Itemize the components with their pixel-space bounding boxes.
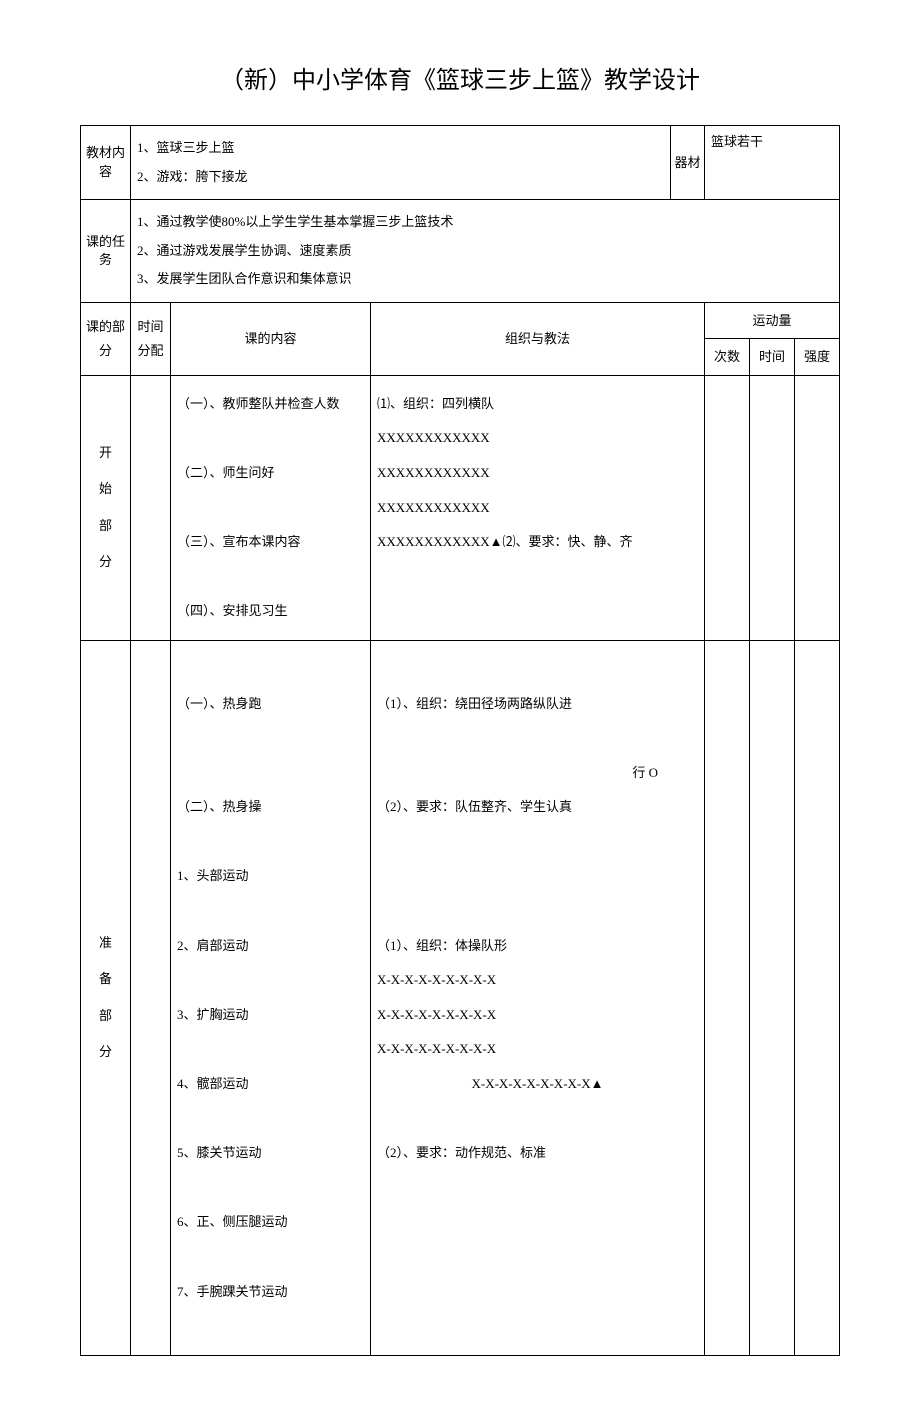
- start-m2: XXXXXXXXXXXX: [377, 424, 698, 453]
- prep-c8: 6、正、侧压腿运动: [177, 1208, 364, 1237]
- start-c3: （三）、宣布本课内容: [177, 528, 364, 557]
- prep-m6: X-X-X-X-X-X-X-X-X: [377, 1035, 698, 1064]
- prep-m5: X-X-X-X-X-X-X-X-X: [377, 1001, 698, 1030]
- material-content: 1、篮球三步上篮 2、游戏：胯下接龙: [131, 126, 671, 200]
- material-line1: 1、篮球三步上篮: [137, 134, 664, 163]
- start-c4: （四）、安排见习生: [177, 597, 364, 626]
- prep-m3: （1）、组织：体操队形: [377, 932, 698, 961]
- prep-m2: （2）、要求：队伍整齐、学生认真: [377, 793, 698, 822]
- prep-time: [131, 640, 171, 1355]
- lesson-plan-table: 教材内容 1、篮球三步上篮 2、游戏：胯下接龙 器材 篮球若干 课的任务 1、通…: [80, 125, 840, 1356]
- start-count: [705, 375, 750, 640]
- task-content: 1、通过教学使80%以上学生学生基本掌握三步上篮技术 2、通过游戏发展学生协调、…: [131, 200, 840, 303]
- material-label: 教材内容: [81, 126, 131, 200]
- prep-c1: （一）、热身跑: [177, 690, 364, 719]
- prep-section-label: 准 备 部 分: [81, 640, 131, 1355]
- equipment-content: 篮球若干: [705, 126, 840, 200]
- prep-m8: （2）、要求：动作规范、标准: [377, 1139, 698, 1168]
- prep-c9: 7、手腕踝关节运动: [177, 1278, 364, 1307]
- prep-m1: （1）、组织：绕田径场两路纵队进: [377, 690, 698, 719]
- start-content: （一）、教师整队并检查人数 （二）、师生问好 （三）、宣布本课内容 （四）、安排…: [171, 375, 371, 640]
- start-section-label: 开 始 部 分: [81, 375, 131, 640]
- start-duration: [750, 375, 795, 640]
- start-intensity: [795, 375, 840, 640]
- task-label: 课的任务: [81, 200, 131, 303]
- start-time: [131, 375, 171, 640]
- start-c1: （一）、教师整队并检查人数: [177, 390, 364, 419]
- header-section: 课的部分: [81, 302, 131, 375]
- task-line1: 1、通过教学使80%以上学生学生基本掌握三步上篮技术: [137, 208, 833, 237]
- start-m1: ⑴、组织：四列横队: [377, 390, 698, 419]
- prep-c5: 3、扩胸运动: [177, 1001, 364, 1030]
- prep-duration: [750, 640, 795, 1355]
- header-method: 组织与教法: [371, 302, 705, 375]
- header-time: 时间分配: [131, 302, 171, 375]
- start-c2: （二）、师生问好: [177, 459, 364, 488]
- header-exercise: 运动量: [705, 302, 840, 338]
- prep-intensity: [795, 640, 840, 1355]
- header-duration: 时间: [750, 339, 795, 375]
- header-intensity: 强度: [795, 339, 840, 375]
- equipment-label: 器材: [671, 126, 705, 200]
- prep-count: [705, 640, 750, 1355]
- start-method: ⑴、组织：四列横队 XXXXXXXXXXXX XXXXXXXXXXXX XXXX…: [371, 375, 705, 640]
- prep-c4: 2、肩部运动: [177, 932, 364, 961]
- header-content: 课的内容: [171, 302, 371, 375]
- prep-content: （一）、热身跑 （二）、热身操 1、头部运动 2、肩部运动 3、扩胸运动 4、髋…: [171, 640, 371, 1355]
- prep-method: （1）、组织：绕田径场两路纵队进 行 O （2）、要求：队伍整齐、学生认真 （1…: [371, 640, 705, 1355]
- prep-c2: （二）、热身操: [177, 793, 364, 822]
- prep-c3: 1、头部运动: [177, 862, 364, 891]
- page-title: （新）中小学体育《篮球三步上篮》教学设计: [80, 60, 840, 95]
- start-m3: XXXXXXXXXXXX: [377, 459, 698, 488]
- prep-m7: X-X-X-X-X-X-X-X-X▲: [377, 1070, 698, 1099]
- prep-m4: X-X-X-X-X-X-X-X-X: [377, 966, 698, 995]
- prep-c7: 5、膝关节运动: [177, 1139, 364, 1168]
- prep-m1b: 行 O: [377, 759, 698, 788]
- start-m5: XXXXXXXXXXXX▲⑵、要求：快、静、齐: [377, 528, 698, 557]
- task-line3: 3、发展学生团队合作意识和集体意识: [137, 265, 833, 294]
- prep-c6: 4、髋部运动: [177, 1070, 364, 1099]
- material-line2: 2、游戏：胯下接龙: [137, 163, 664, 192]
- start-m4: XXXXXXXXXXXX: [377, 494, 698, 523]
- header-count: 次数: [705, 339, 750, 375]
- task-line2: 2、通过游戏发展学生协调、速度素质: [137, 237, 833, 266]
